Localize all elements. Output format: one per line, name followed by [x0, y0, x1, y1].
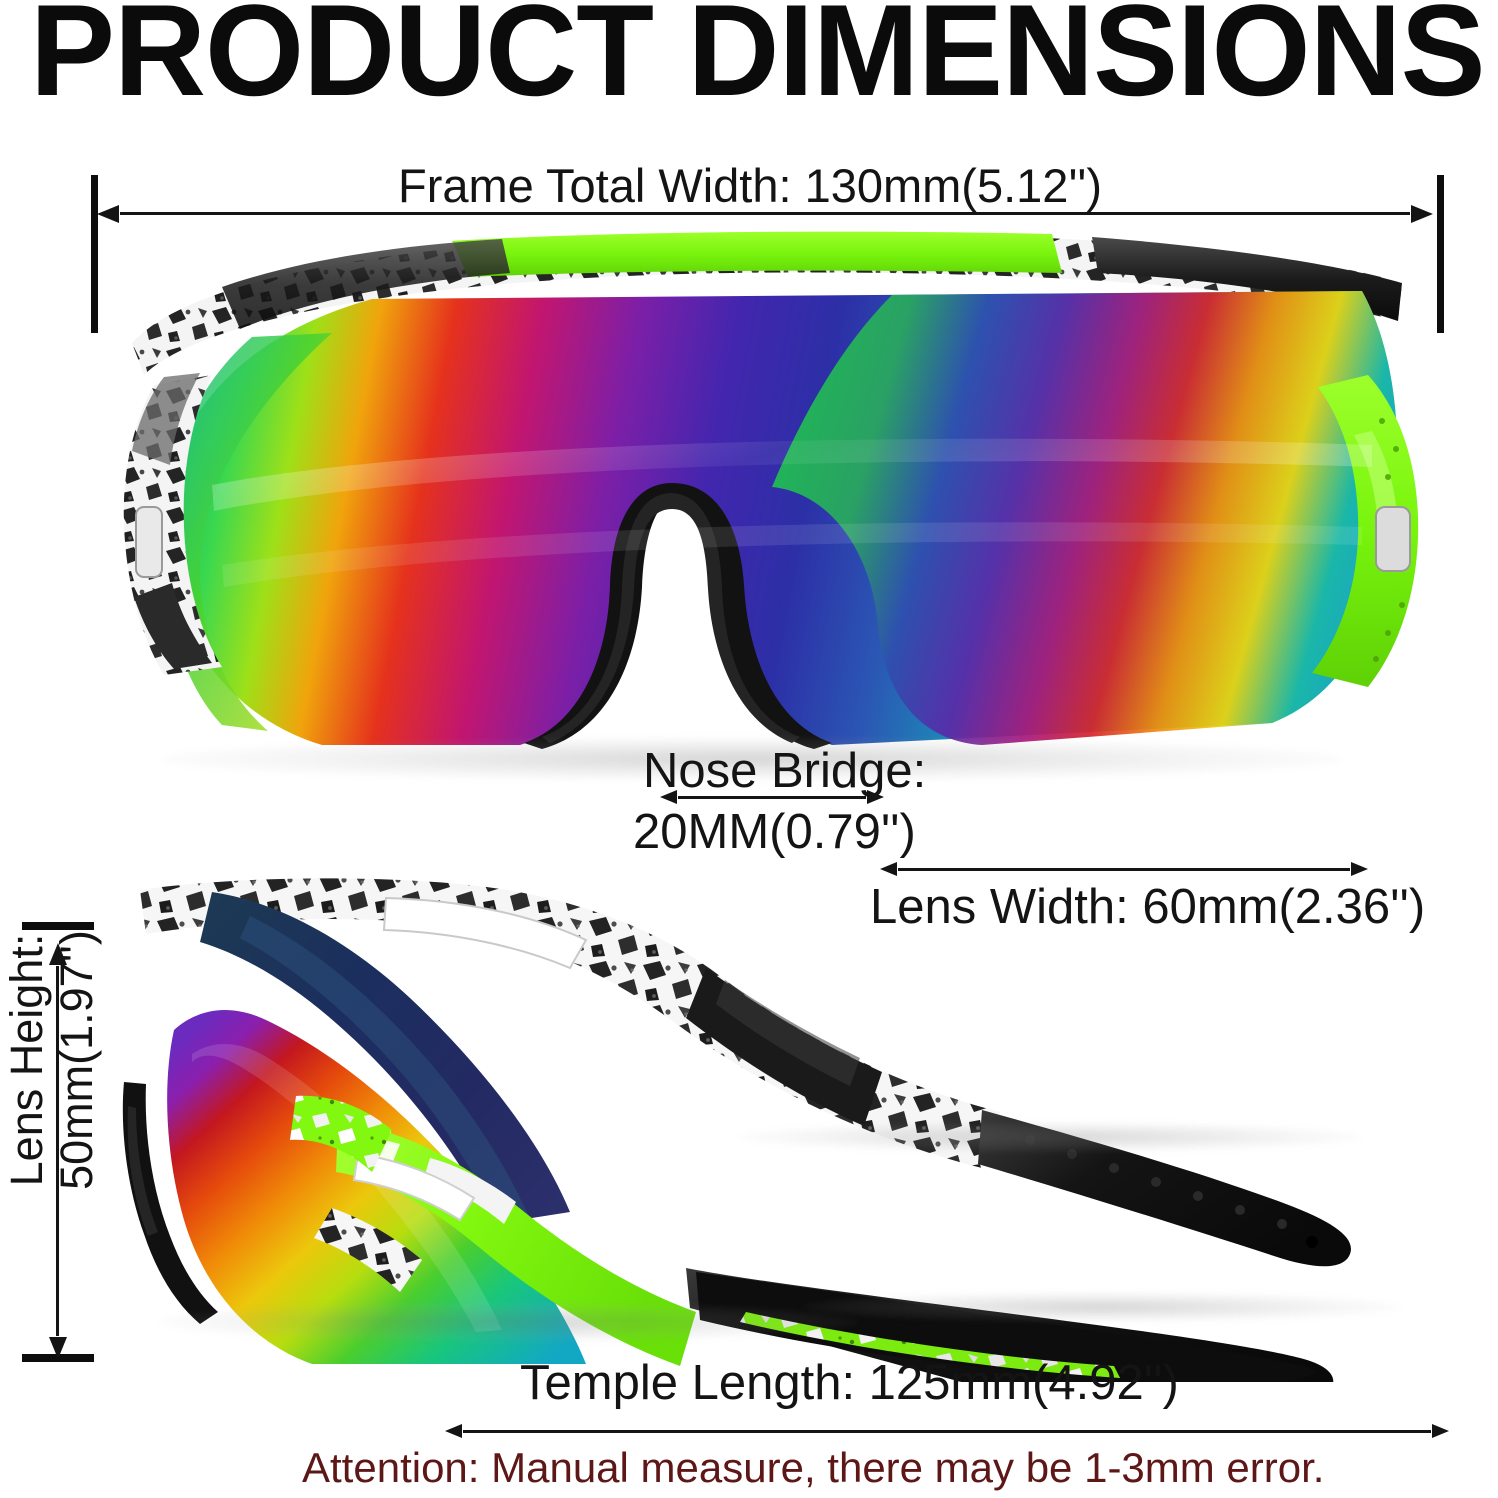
lens-height-label-line2: 50mm(1.97'') [51, 930, 102, 1190]
lens-height-label-group: Lens Height: 50mm(1.97'') [1, 860, 102, 1260]
temple-length-label: Temple Length: 125mm(4.92'') [520, 1356, 1179, 1410]
frame-total-width-label: Frame Total Width: 130mm(5.12'') [398, 159, 1103, 212]
nose-bridge-arrow [678, 796, 866, 799]
nose-bridge-label-line2: 20MM(0.79'') [633, 805, 916, 859]
lens-width-label: Lens Width: 60mm(2.36'') [870, 880, 1426, 934]
nose-bridge-label-line1: Nose Bridge: [643, 744, 927, 798]
lens-height-arrow [56, 966, 59, 1336]
temple-length-arrow [463, 1430, 1431, 1433]
lens-height-label-line1: Lens Height: [1, 933, 52, 1187]
lens-width-arrow [898, 868, 1350, 871]
frame-width-right-tick [1437, 175, 1444, 333]
page-title: PRODUCT DIMENSIONS [30, 0, 1486, 123]
lens-height-top-tick [22, 922, 94, 930]
frame-width-arrow [120, 212, 1410, 215]
measurement-notice: Attention: Manual measure, there may be … [302, 1444, 1325, 1491]
sunglasses-side-view-image [100, 872, 1480, 1392]
sunglasses-front-view-image [72, 225, 1452, 785]
frame-width-left-tick [91, 175, 98, 333]
